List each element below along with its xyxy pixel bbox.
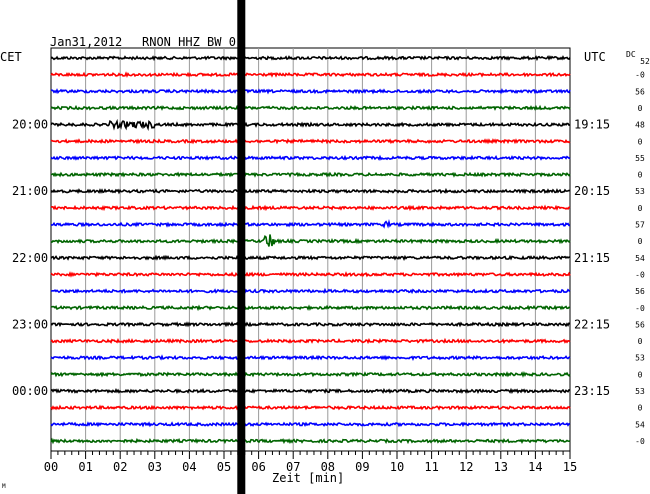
x-tick-label: 15 [563,460,577,474]
trace-line [50,204,571,212]
dc-values: 52 -0 56 0 48 0 55 0 53 0 57 0 54 -0 56 -0 56 0 53 0 53 0 54 -0 [635,57,650,446]
dc-value: 55 [635,154,645,163]
trace-line [50,354,571,361]
x-tick-label: 00 [44,460,58,474]
left-time-label: 22:00 [12,251,48,265]
dc-value: -0 [635,437,645,446]
trace-line [50,304,571,312]
dc-value: 0 [638,104,643,113]
dc-value: 53 [635,354,645,363]
dc-value: 0 [638,404,643,413]
dc-value: 53 [635,187,645,196]
trace-line [50,404,571,411]
dc-value: -0 [635,71,645,80]
x-tick-label: 06 [251,460,265,474]
x-axis: 00 01 02 03 04 05 06 07 08 09 10 11 12 13 14 15 [44,451,577,474]
dc-label: DC [626,50,636,59]
trace-line [50,154,571,161]
dc-value: 57 [635,221,645,230]
x-tick-label: 02 [113,460,127,474]
dc-value: 0 [638,370,643,379]
grid-lines [50,47,571,452]
x-tick-label: 10 [390,460,404,474]
trace-line [50,118,571,131]
trace-line [50,437,571,445]
dc-value: 0 [638,137,643,146]
right-timezone-label: UTC [584,50,606,64]
dc-value: -0 [635,304,645,313]
trace-line [50,254,571,261]
trace-line [50,138,571,145]
trace-line [50,321,571,328]
dc-value: 56 [635,287,645,296]
dc-value: 52 [640,57,650,66]
trace-line [50,71,571,78]
x-tick-label: 11 [424,460,438,474]
corner-mark: M [2,483,6,490]
dc-value: 0 [638,337,643,346]
dc-value: 56 [635,87,645,96]
left-time-label: 23:00 [12,317,48,331]
header-date: Jan31,2012 [50,35,122,49]
right-time-label: 19:15 [574,118,610,132]
trace-line [50,421,571,428]
dc-value: 54 [635,420,645,429]
dc-value: 0 [638,171,643,180]
right-time-label: 20:15 [574,184,610,198]
trace-line [50,337,571,345]
dc-value: 0 [638,237,643,246]
x-tick-label: 12 [459,460,473,474]
dc-value: 48 [635,121,645,130]
x-tick-label: 03 [148,460,162,474]
trace-labels: 20:00 21:00 22:00 23:00 00:00 19:15 20:15 21:15… [12,118,610,398]
seismogram-traces [50,55,571,445]
right-time-label: 22:15 [574,317,610,331]
right-time-label: 21:15 [574,251,610,265]
trace-line [50,371,571,378]
dc-value: -0 [635,270,645,279]
left-time-label: 21:00 [12,184,48,198]
trace-line [50,234,571,247]
time-marker [237,0,246,494]
dc-value: 53 [635,387,645,396]
dc-value: 0 [638,204,643,213]
left-time-label: 00:00 [12,384,48,398]
x-tick-label: 04 [182,460,196,474]
time-marker-bar [237,0,246,494]
x-tick-label: 08 [321,460,335,474]
dc-value: 54 [635,254,645,263]
trace-line [50,218,571,229]
trace-line [50,104,571,111]
trace-line [50,88,571,95]
x-tick-label: 07 [286,460,300,474]
left-time-label: 20:00 [12,118,48,132]
trace-line [50,187,571,195]
x-tick-label: 13 [494,460,508,474]
trace-line [50,271,571,278]
x-tick-label: 09 [355,460,369,474]
trace-line [50,55,571,62]
trace-line [50,387,571,395]
plot-frame [50,47,571,452]
x-tick-label: 01 [78,460,92,474]
trace-line [50,171,571,178]
left-timezone-label: CET [0,50,22,64]
trace-line [50,287,571,295]
x-tick-label: 14 [528,460,542,474]
dc-value: 56 [635,320,645,329]
x-tick-label: 05 [217,460,231,474]
header-station: RNON HHZ BW 0 [142,35,236,49]
x-axis-title: Zeit [min] [272,471,344,485]
right-time-label: 23:15 [574,384,610,398]
